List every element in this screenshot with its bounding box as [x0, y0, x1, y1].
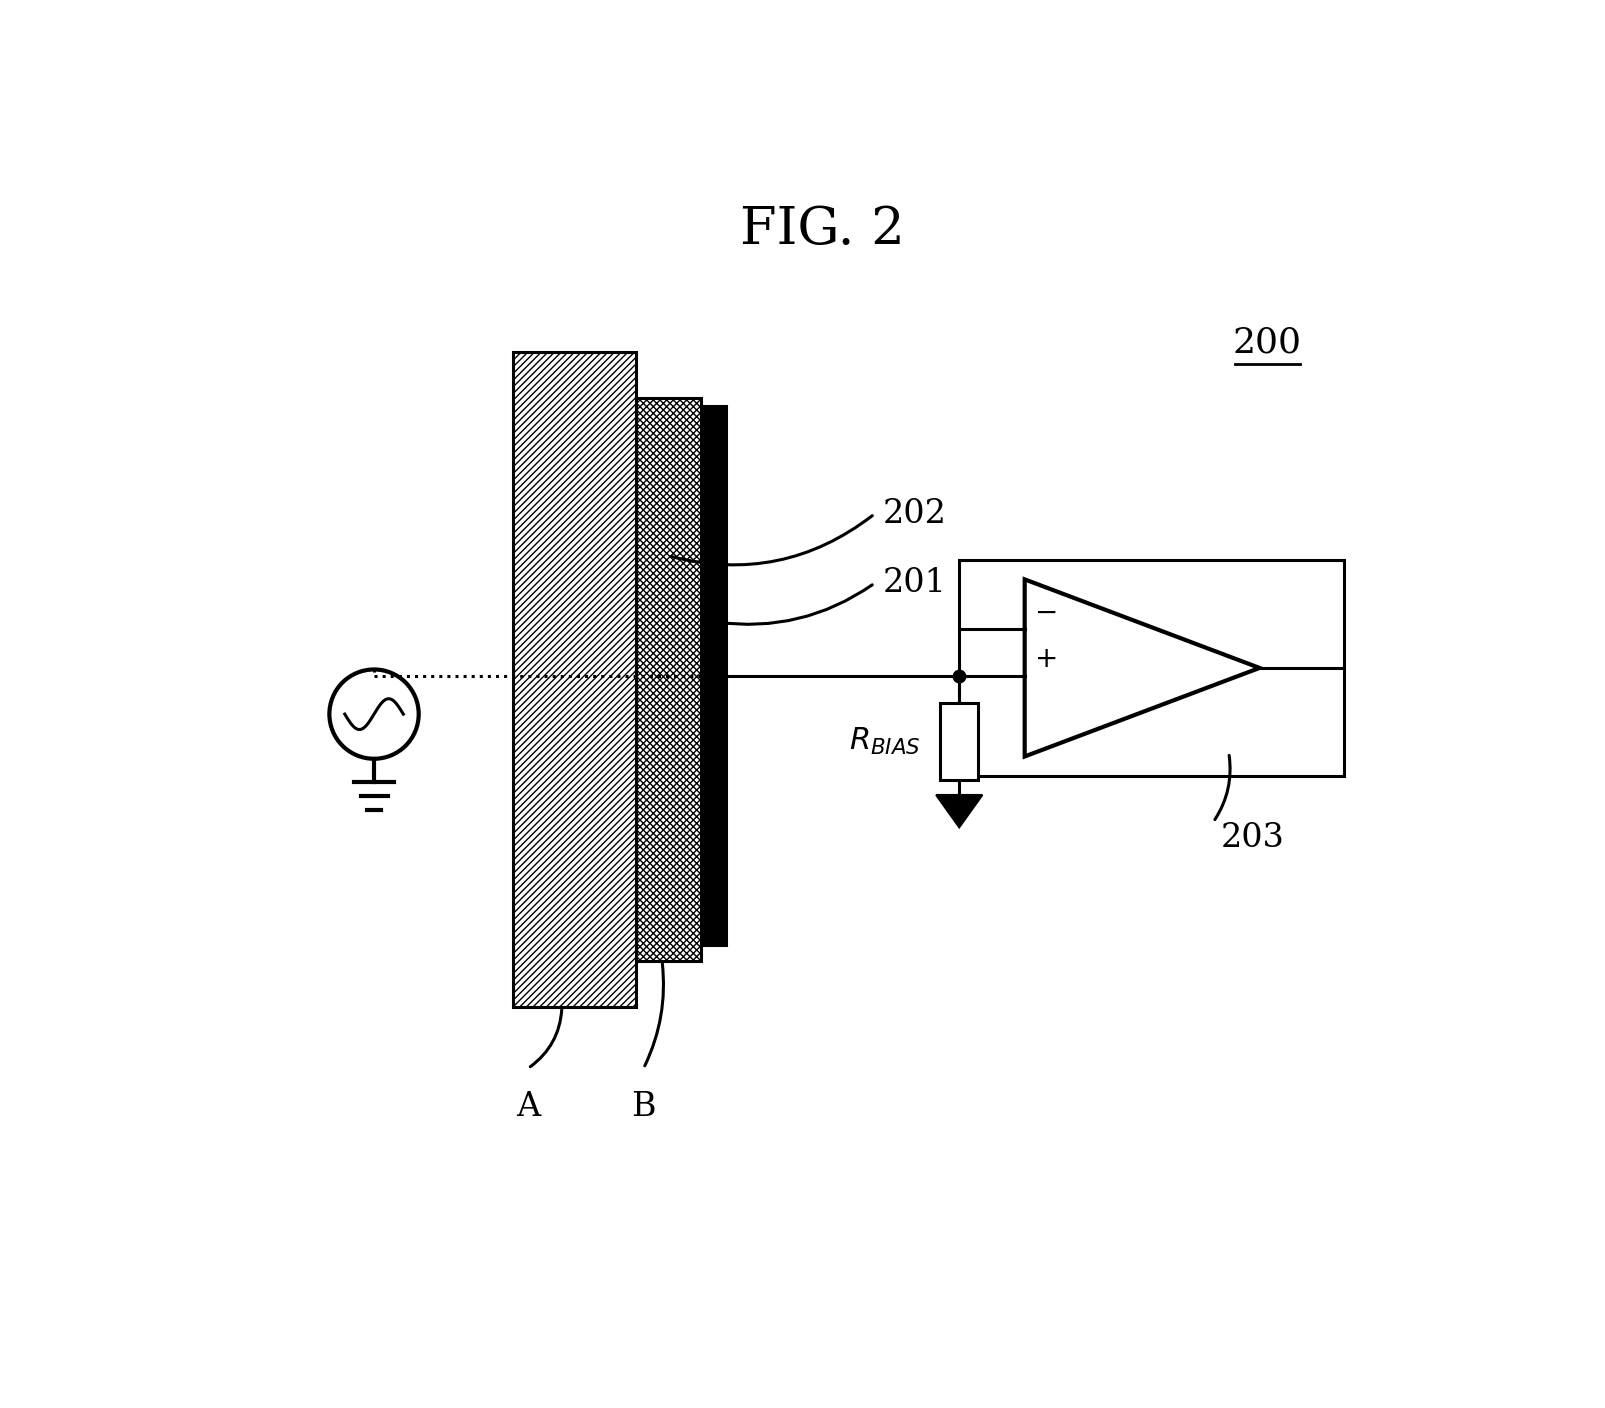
Text: 201: 201 [883, 567, 945, 600]
Bar [701, 406, 725, 945]
Text: FIG. 2: FIG. 2 [740, 204, 905, 255]
Text: 203: 203 [1221, 822, 1286, 853]
Text: $+$: $+$ [1034, 645, 1056, 673]
Polygon shape [936, 796, 982, 828]
Bar [636, 398, 701, 960]
Text: 202: 202 [883, 498, 945, 529]
Text: B: B [631, 1091, 656, 1124]
Text: 200: 200 [1233, 325, 1302, 360]
Text: A: A [515, 1091, 541, 1124]
Bar [941, 703, 979, 780]
Bar [512, 352, 636, 1007]
Text: $R_{BIAS}$: $R_{BIAS}$ [849, 725, 921, 756]
Text: $-$: $-$ [1034, 598, 1056, 627]
Bar [960, 560, 1345, 776]
